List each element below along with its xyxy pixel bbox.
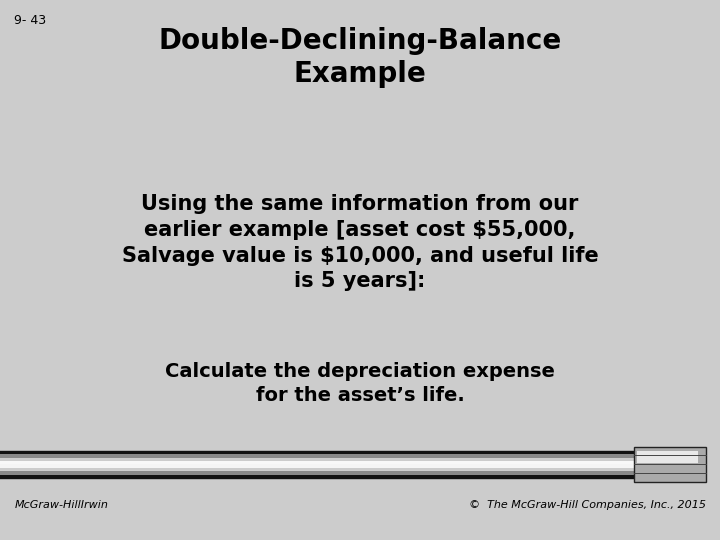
- Bar: [0, 468, 634, 471]
- Text: ©  The McGraw-Hill Companies, Inc., 2015: © The McGraw-Hill Companies, Inc., 2015: [469, 500, 706, 510]
- Bar: [0, 475, 634, 478]
- Text: McGraw-HillIrwin: McGraw-HillIrwin: [14, 500, 108, 510]
- Bar: [0, 454, 634, 457]
- Text: 9- 43: 9- 43: [14, 14, 47, 26]
- Bar: [637, 451, 698, 463]
- Bar: [634, 447, 706, 482]
- Bar: [0, 461, 634, 464]
- Bar: [0, 451, 634, 454]
- Bar: [0, 464, 634, 468]
- Bar: [0, 458, 634, 461]
- Text: Using the same information from our
earlier example [asset cost $55,000,
Salvage: Using the same information from our earl…: [122, 194, 598, 291]
- Bar: [0, 471, 634, 475]
- Text: Calculate the depreciation expense
for the asset’s life.: Calculate the depreciation expense for t…: [165, 362, 555, 405]
- Text: Double-Declining-Balance
Example: Double-Declining-Balance Example: [158, 27, 562, 89]
